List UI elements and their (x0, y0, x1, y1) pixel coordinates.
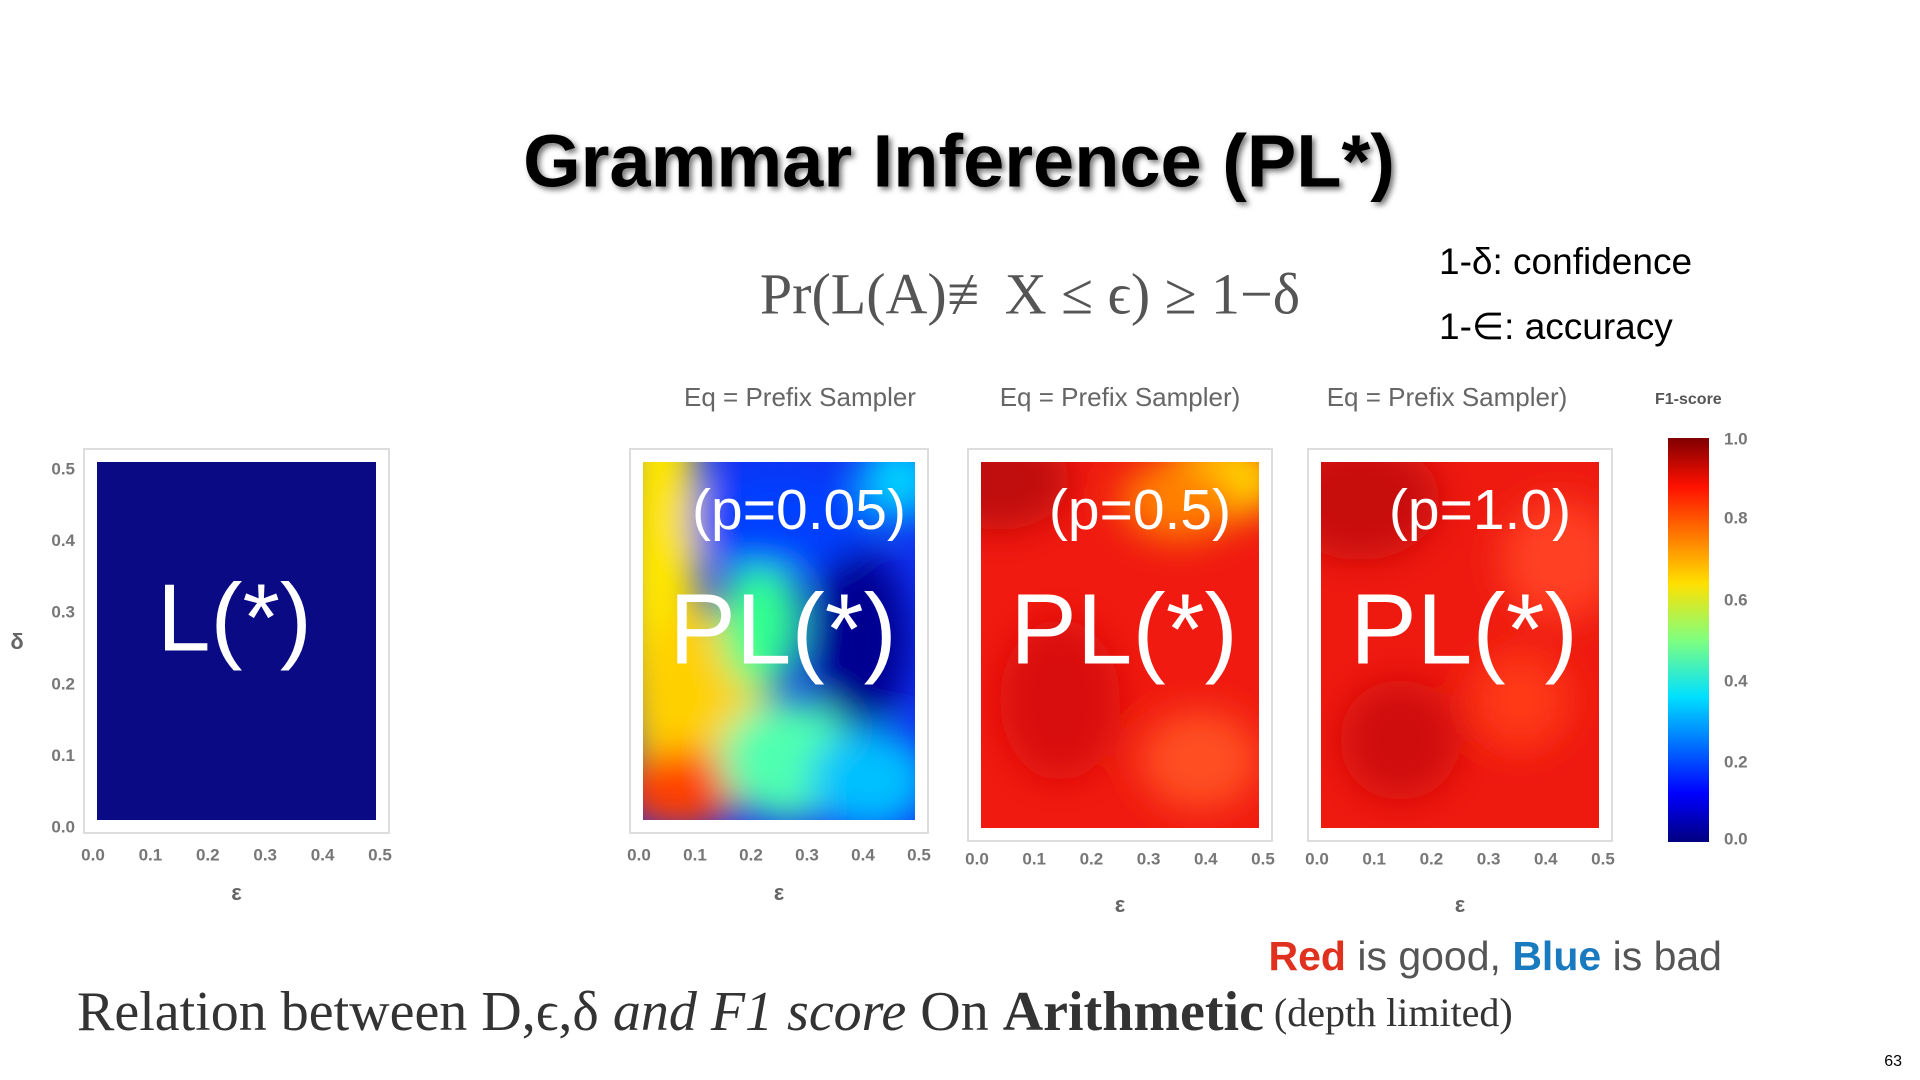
caption: Relation between D,ϵ,δ and F1 score On A… (77, 981, 1513, 1043)
colorbar-tick: 0.8 (1724, 508, 1748, 527)
heatmap-blob (1500, 500, 1599, 620)
title: Grammar Inference (PL*) (523, 120, 1395, 203)
heatmap (981, 462, 1259, 828)
colorbar-title: F1-score (1655, 391, 1722, 408)
x-tick-label: 0.5 (907, 845, 931, 864)
heatmap-fill (1321, 462, 1599, 828)
heatmap-blob (1340, 680, 1460, 800)
x-tick-label: 0.3 (795, 845, 819, 864)
x-tick-label: 0.1 (1362, 849, 1386, 868)
colorbar-tick: 0.0 (1724, 829, 1748, 848)
note: 1-∈: accuracy (1439, 306, 1673, 347)
x-tick-label: 0.5 (1251, 849, 1275, 868)
verdict: Red is good, Blue is bad (1268, 933, 1722, 979)
panel-label: PL(*) (1010, 573, 1238, 685)
heatmap-base (97, 462, 376, 820)
x-tick-label: 0.4 (1534, 849, 1558, 868)
heatmap-blob (1000, 620, 1120, 780)
heatmap (1321, 462, 1599, 828)
panel-label: PL(*) (669, 573, 897, 685)
y-axis-label: δ (10, 629, 23, 654)
caption-part: Arithmetic (1003, 981, 1264, 1043)
heatmap-blob (720, 550, 800, 690)
panel-annotation: (p=1.0) (1389, 478, 1571, 542)
x-tick-label: 0.2 (1420, 849, 1444, 868)
x-tick-label: 0.2 (739, 845, 763, 864)
x-axis-label: ε (1455, 892, 1466, 917)
x-tick-label: 0.3 (1137, 849, 1161, 868)
caption-part: (depth limited) (1264, 990, 1513, 1035)
heatmap-fill (981, 462, 1259, 828)
heatmap-blobs (643, 462, 915, 820)
caption-part: and F1 score (613, 981, 906, 1043)
y-tick-label: 0.2 (51, 674, 75, 693)
x-tick-label: 0.4 (311, 845, 335, 864)
colorbar-tick: 0.4 (1724, 671, 1748, 690)
panel-subtitle: Eq = Prefix Sampler) (1000, 382, 1241, 412)
x-tick-label: 0.2 (196, 845, 220, 864)
colorbar-tick: 1.0 (1724, 429, 1748, 448)
formula: Pr(L(A)≢X ≤ ϵ) ≥ 1−δ (760, 261, 1300, 326)
heatmap-blob (1140, 710, 1259, 810)
page-number: 63 (1884, 1053, 1902, 1070)
x-axis-label: ε (774, 880, 785, 905)
x-tick-label: 0.1 (139, 845, 163, 864)
y-tick-label: 0.3 (51, 603, 75, 622)
x-tick-label: 0.0 (81, 845, 105, 864)
heatmap-blob (810, 550, 910, 730)
x-tick-label: 0.5 (368, 845, 392, 864)
heatmap-fill (97, 462, 376, 820)
colorbar-tick: 0.2 (1724, 752, 1748, 771)
heatmap-blobs (1321, 462, 1599, 800)
panel-annotation: (p=0.05) (692, 478, 906, 542)
x-axis-label: ε (231, 880, 242, 905)
heatmap-blob (981, 462, 1070, 530)
heatmap-blob (1470, 650, 1570, 750)
verdict-text: is bad (1601, 933, 1722, 979)
x-tick-label: 0.4 (1194, 849, 1218, 868)
panel-label: PL(*) (1350, 573, 1578, 685)
x-tick-label: 0.1 (683, 845, 707, 864)
heatmap-blob (810, 730, 915, 820)
x-tick-label: 0.1 (1022, 849, 1046, 868)
heatmap (97, 462, 376, 820)
x-tick-label: 0.2 (1080, 849, 1104, 868)
x-tick-label: 0.3 (253, 845, 277, 864)
note: 1-δ: confidence (1439, 241, 1692, 282)
heatmap-blob (1321, 462, 1440, 560)
heatmap-blob (690, 470, 870, 570)
heatmap (643, 462, 915, 820)
y-tick-label: 0.5 (51, 459, 75, 478)
x-tick-label: 0.0 (627, 845, 651, 864)
verdict-blue: Blue (1512, 933, 1601, 979)
y-tick-label: 0.0 (51, 817, 75, 836)
heatmap-blob (860, 462, 915, 520)
panel-subtitle: Eq = Prefix Sampler (684, 382, 916, 412)
x-tick-label: 0.4 (851, 845, 875, 864)
x-tick-label: 0.0 (1305, 849, 1329, 868)
panel-annotation: (p=0.5) (1049, 478, 1231, 542)
y-tick-label: 0.4 (51, 531, 75, 550)
colorbar-tick: 0.6 (1724, 590, 1748, 609)
panel-label: L(*) (157, 564, 312, 671)
y-tick-label: 0.1 (51, 746, 75, 765)
panel-subtitle: Eq = Prefix Sampler) (1327, 382, 1568, 412)
verdict-red: Red (1268, 933, 1345, 979)
caption-part: On (906, 981, 1002, 1043)
x-tick-label: 0.0 (965, 849, 989, 868)
x-axis-label: ε (1115, 892, 1126, 917)
heatmap-blobs (981, 462, 1259, 810)
colorbar (1668, 438, 1709, 842)
x-tick-label: 0.5 (1591, 849, 1615, 868)
verdict-text: is good, (1346, 933, 1512, 979)
heatmap-blob (643, 750, 740, 820)
x-tick-label: 0.3 (1477, 849, 1501, 868)
heatmap-fill (643, 462, 915, 820)
caption-part: Relation between D,ϵ,δ (77, 981, 613, 1043)
heatmap-blob (1120, 462, 1240, 540)
